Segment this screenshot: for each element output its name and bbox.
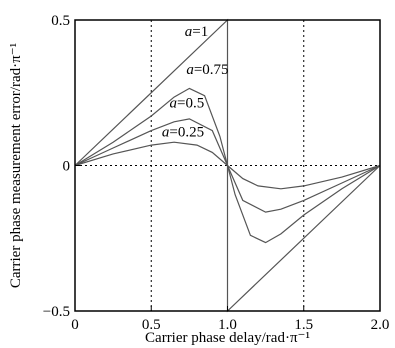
x-tick-label-2: 1.0	[218, 317, 237, 333]
curve-label-3: a=0.25	[162, 124, 204, 140]
series-line-3	[74, 141, 381, 190]
curve-label-value: =0.25	[169, 124, 204, 140]
x-axis-label: Carrier phase delay/rad·π⁻¹	[145, 330, 310, 346]
curve-label-0: a=1	[185, 24, 208, 40]
x-tick-label-4: 2.0	[371, 317, 390, 333]
axis-ticks: 0 0.5 1.0 1.5 2.0−0.500.5	[43, 13, 390, 333]
series-lines	[74, 18, 381, 313]
curve-label-value: =0.75	[194, 62, 229, 78]
y-tick-label-1: 0	[63, 159, 71, 175]
curve-labels: a=1a=0.75a=0.5a=0.25	[162, 24, 229, 140]
curve-label-value: =0.5	[177, 95, 204, 111]
curve-label-variable: a	[162, 124, 170, 140]
x-tick-label-0: 0	[71, 317, 79, 333]
curve-label-variable: a	[185, 24, 193, 40]
x-tick-label-1: 0.5	[142, 317, 161, 333]
grid-lines	[75, 20, 380, 311]
x-tick-label-3: 1.5	[294, 317, 313, 333]
curve-label-1: a=0.75	[186, 62, 228, 78]
curve-label-value: =1	[192, 24, 208, 40]
curve-label-2: a=0.5	[170, 95, 205, 111]
y-tick-label-0: −0.5	[43, 304, 70, 320]
curve-label-variable: a	[186, 62, 194, 78]
curve-label-variable: a	[170, 95, 178, 111]
y-axis-label: Carrier phase measurement error/rad·π⁻¹	[8, 43, 24, 288]
y-tick-label-2: 0.5	[51, 13, 70, 29]
